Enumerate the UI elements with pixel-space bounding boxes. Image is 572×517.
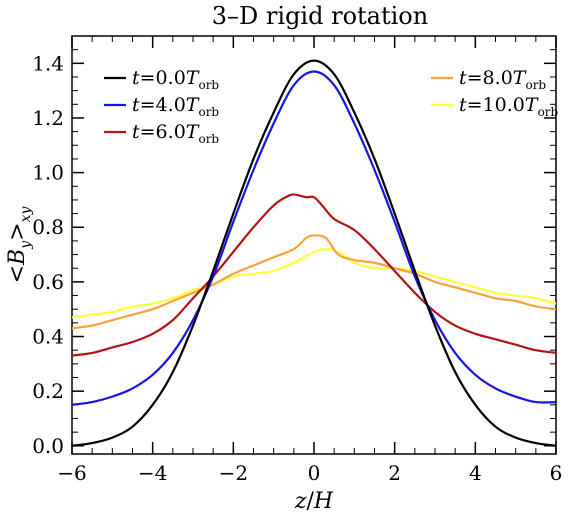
x-tick-label: 2 [388, 461, 401, 485]
legend-entry: t=10.0Torb [431, 94, 559, 119]
y-tick-label: 1.0 [32, 161, 64, 185]
x-tick-label: −6 [57, 461, 86, 485]
x-tick-label: 6 [550, 461, 563, 485]
legend-label: t=10.0Torb [459, 94, 559, 119]
y-axis: 0.0 0.2 0.4 0.6 0.8 1.0 1.2 1.4 [32, 49, 556, 458]
series-line-t-0-0torb [71, 59, 557, 447]
y-tick-label: 1.4 [32, 51, 64, 75]
x-label-var: z [294, 489, 307, 514]
y-tick-label: 0.4 [32, 325, 64, 349]
y-tick-label: 0.6 [32, 270, 64, 294]
series-line-t-6-0torb [71, 193, 557, 357]
x-axis: −6 −4 −2 0 2 4 6 [57, 36, 562, 485]
series-line-t-4-0torb [71, 70, 557, 406]
legend-label: t=8.0Torb [459, 67, 546, 92]
y-label-var: B [5, 249, 30, 266]
chart-title: 3–D rigid rotation [212, 2, 428, 30]
y-tick-label: 0.0 [32, 434, 64, 458]
legend-label: t=6.0Torb [132, 121, 219, 146]
legend-entry: t=0.0Torb [104, 67, 219, 92]
legend-label: t=0.0Torb [132, 67, 219, 92]
legend-entry: t=6.0Torb [104, 121, 219, 146]
y-label-sub: xy [18, 206, 34, 223]
series-lines [71, 59, 557, 447]
y-label-close: > [5, 222, 30, 240]
series-line-t-8-0torb [71, 234, 557, 330]
x-label-unit: H [313, 489, 334, 514]
x-tick-label: −2 [219, 461, 248, 485]
series-line-t-10-0torb [71, 247, 557, 319]
x-tick-label: 0 [308, 461, 321, 485]
x-tick-label: −4 [138, 461, 167, 485]
legend-entry: t=4.0Torb [104, 94, 219, 119]
y-label-open: < [5, 265, 30, 283]
legend-entry: t=8.0Torb [431, 67, 546, 92]
x-axis-label: z/H [294, 489, 334, 514]
x-tick-label: 4 [469, 461, 482, 485]
x-label-sep: / [306, 489, 314, 514]
y-tick-label: 0.8 [32, 215, 64, 239]
legend-label: t=4.0Torb [132, 94, 219, 119]
y-tick-label: 0.2 [32, 379, 64, 403]
y-tick-label: 1.2 [32, 106, 64, 130]
y-axis-label: <By>xy [5, 206, 34, 284]
svg-text:<By>xy: <By>xy [5, 206, 34, 284]
y-label-var-sub: y [18, 240, 34, 250]
